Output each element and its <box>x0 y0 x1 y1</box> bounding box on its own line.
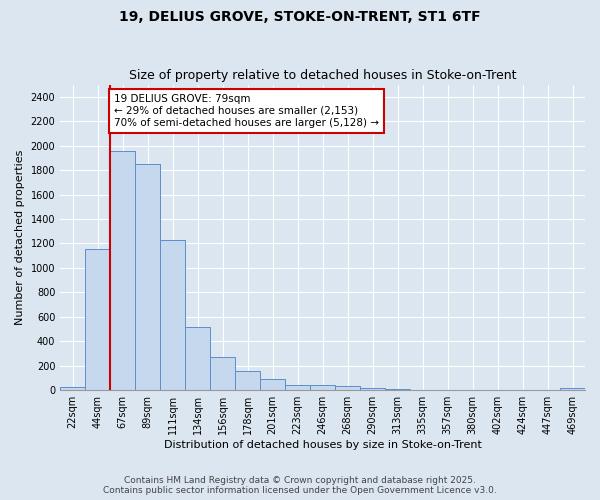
Text: Contains HM Land Registry data © Crown copyright and database right 2025.
Contai: Contains HM Land Registry data © Crown c… <box>103 476 497 495</box>
Bar <box>210 356 235 390</box>
Bar <box>160 240 185 390</box>
Bar <box>360 388 385 390</box>
Text: 19, DELIUS GROVE, STOKE-ON-TRENT, ST1 6TF: 19, DELIUS GROVE, STOKE-ON-TRENT, ST1 6T… <box>119 10 481 24</box>
Bar <box>60 386 85 390</box>
Bar <box>310 386 335 390</box>
Title: Size of property relative to detached houses in Stoke-on-Trent: Size of property relative to detached ho… <box>129 69 517 82</box>
Bar <box>260 379 285 390</box>
Y-axis label: Number of detached properties: Number of detached properties <box>15 150 25 325</box>
Bar <box>110 150 135 390</box>
Bar <box>235 372 260 390</box>
Bar <box>85 249 110 390</box>
Bar <box>335 386 360 390</box>
Bar <box>560 388 585 390</box>
Text: 19 DELIUS GROVE: 79sqm
← 29% of detached houses are smaller (2,153)
70% of semi-: 19 DELIUS GROVE: 79sqm ← 29% of detached… <box>114 94 379 128</box>
Bar <box>285 384 310 390</box>
Bar <box>385 389 410 390</box>
Bar <box>185 326 210 390</box>
X-axis label: Distribution of detached houses by size in Stoke-on-Trent: Distribution of detached houses by size … <box>164 440 482 450</box>
Bar <box>135 164 160 390</box>
